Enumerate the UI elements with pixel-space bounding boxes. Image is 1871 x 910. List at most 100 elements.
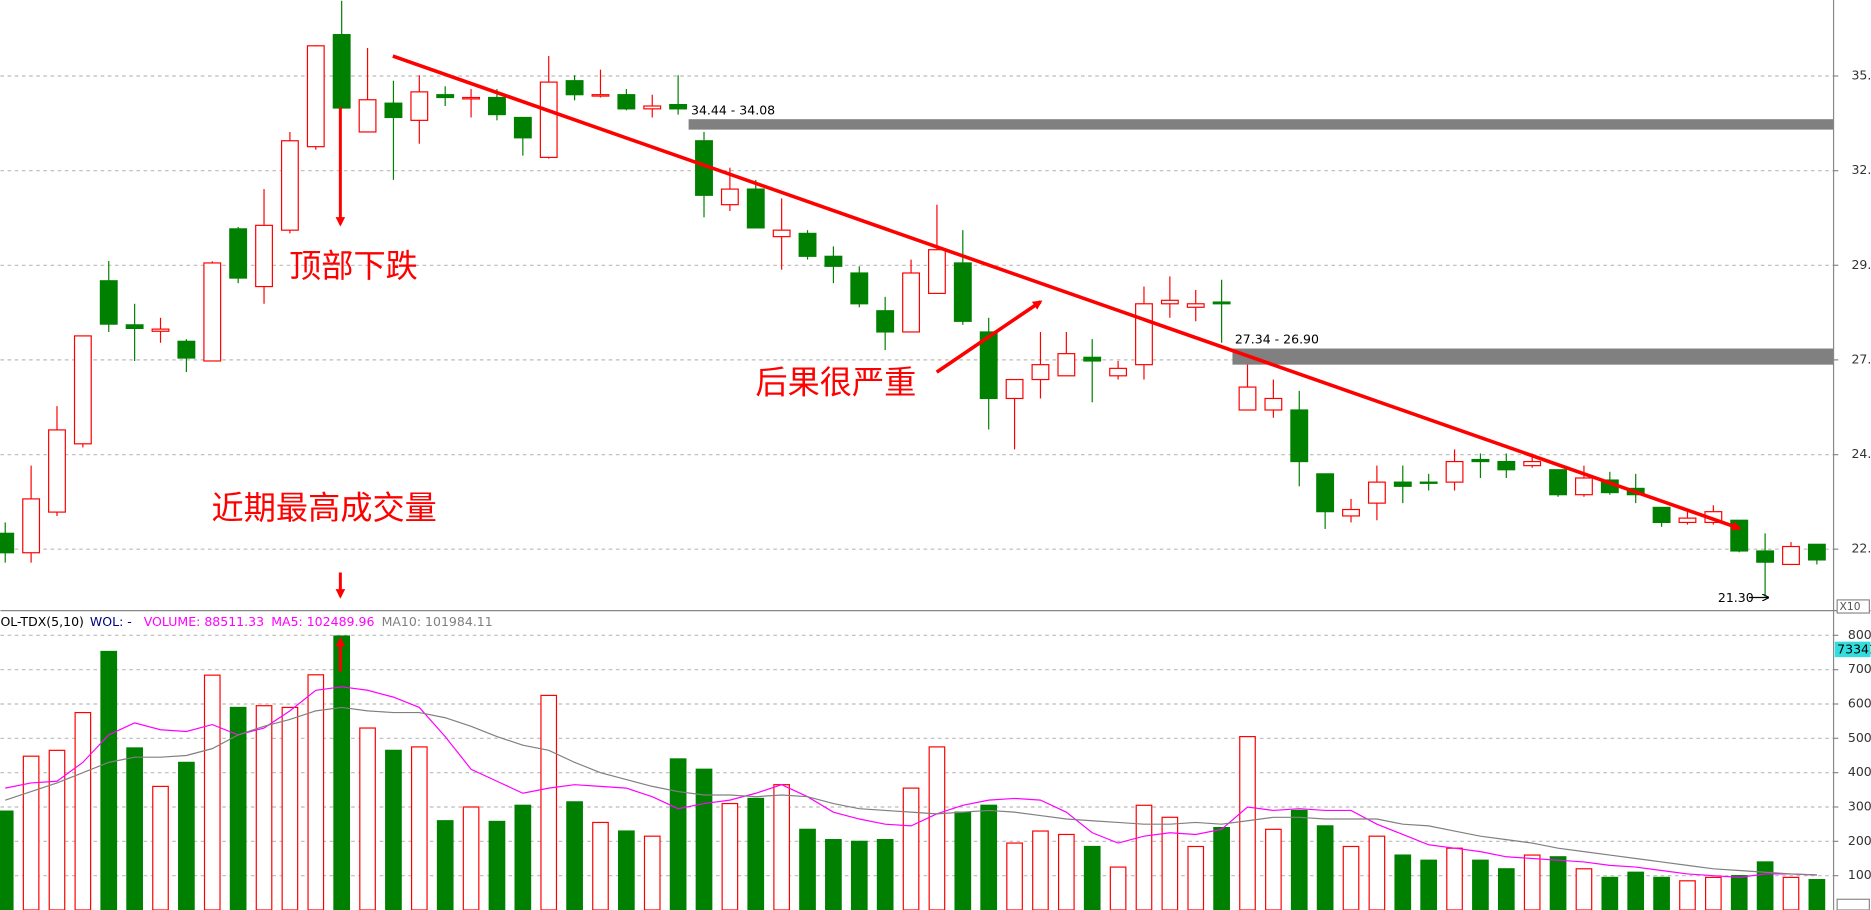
volume-bar [747, 797, 765, 910]
candle-body [1342, 508, 1360, 517]
candle-body [151, 328, 170, 332]
volume-bar [1575, 868, 1593, 910]
candle-body [591, 94, 610, 97]
candle-body [1160, 299, 1179, 305]
candle-body [617, 94, 636, 110]
low-label: 21.30 [1718, 590, 1754, 605]
candle-body [306, 45, 325, 148]
legend-entry: WOL: - [90, 614, 132, 629]
volume-bar [281, 706, 299, 910]
candle-body [979, 331, 998, 400]
annotation: 近期最高成交量 [212, 489, 437, 527]
candle-body [927, 249, 946, 295]
volume-bar [359, 727, 376, 910]
volume-bar [1497, 868, 1515, 910]
candle-body [0, 532, 15, 554]
volume-bar [255, 705, 273, 910]
volume-bar [385, 749, 402, 910]
candle-body [410, 91, 429, 121]
y-tick-label: 500 [1848, 730, 1871, 745]
candle-body [902, 272, 920, 333]
candle-body [539, 81, 558, 159]
volume-bar [333, 635, 351, 910]
candle-body [488, 96, 506, 116]
volume-bar [1472, 859, 1489, 910]
volume-bar [799, 828, 816, 910]
candle-body [1445, 460, 1464, 483]
candle-body [720, 188, 739, 206]
legend-entry: VOLUME: 88511.33 [144, 614, 264, 629]
volume-bar [1368, 835, 1386, 910]
candle-body [669, 103, 688, 110]
volume-bar [1057, 833, 1075, 910]
candle-body [358, 99, 377, 133]
volume-bar [48, 749, 66, 910]
volume-bar [488, 820, 506, 910]
unit-box [1836, 898, 1870, 910]
candle-body [1367, 481, 1386, 504]
y-tick-label: 100 [1848, 867, 1871, 882]
volume-bar [100, 650, 118, 910]
volume-bar [618, 830, 635, 910]
volume-bar [643, 835, 661, 910]
arrow [935, 300, 1043, 374]
candle-body [643, 105, 662, 110]
candle-body [1212, 301, 1231, 305]
volume-bar [0, 810, 14, 910]
y-tick-label: 35. [1851, 68, 1871, 83]
candle-body [48, 429, 66, 513]
volume-bar [1446, 847, 1463, 910]
volume-bar [74, 711, 92, 910]
legend-entry: OL-TDX(5,10) [0, 614, 83, 629]
volume-bar [1342, 845, 1360, 910]
candle-body [1135, 303, 1153, 366]
candle-body [1238, 386, 1257, 411]
candle-body [876, 310, 895, 333]
candle-body [177, 340, 196, 359]
y-tick-label: 200 [1848, 833, 1871, 848]
volume-bar [462, 806, 480, 910]
volume-bar [566, 801, 583, 910]
volume-bar [954, 811, 972, 910]
candle-body [746, 188, 765, 229]
candle-body [1393, 481, 1412, 487]
current-box [1834, 641, 1871, 658]
y-tick-label: 27. [1851, 351, 1871, 366]
candle-body [462, 96, 481, 100]
volume-bar [203, 674, 221, 910]
y-tick-label: 800 [1848, 627, 1871, 642]
volume-bar [436, 820, 454, 910]
volume-bar [773, 784, 790, 910]
volume-bar [695, 768, 713, 910]
annotation: 顶部下跌 [289, 247, 418, 285]
volume-bar [1601, 876, 1619, 910]
volume-bar [825, 839, 842, 910]
legend-entry: MA5: 102489.96 [271, 614, 374, 629]
unit-label: X10 [1840, 600, 1861, 613]
volume-bar [1782, 876, 1800, 910]
candle-body [1652, 506, 1671, 524]
y-tick-label: 24. [1851, 446, 1871, 461]
volume-bar [126, 747, 143, 910]
candle-body [1523, 460, 1542, 467]
volume-bar [22, 755, 40, 910]
candle-body [953, 262, 972, 322]
candle-body [1057, 353, 1076, 377]
candle-body [280, 140, 299, 231]
candle-body [513, 116, 532, 139]
current-label: 73341 [1837, 641, 1871, 656]
candle-body [1005, 378, 1024, 400]
volume-bar [307, 674, 325, 910]
volume-bar [540, 694, 558, 910]
volume-bar [410, 746, 428, 910]
volume-bar [721, 802, 739, 910]
annotation: 后果很严重 [755, 364, 916, 402]
candle-body [798, 232, 817, 257]
candle-body [125, 324, 144, 329]
volume-bar [928, 746, 946, 910]
candle-body [384, 102, 403, 119]
volume-bar [178, 761, 195, 910]
candle-body [1471, 458, 1490, 463]
volume-bar [1549, 856, 1567, 910]
